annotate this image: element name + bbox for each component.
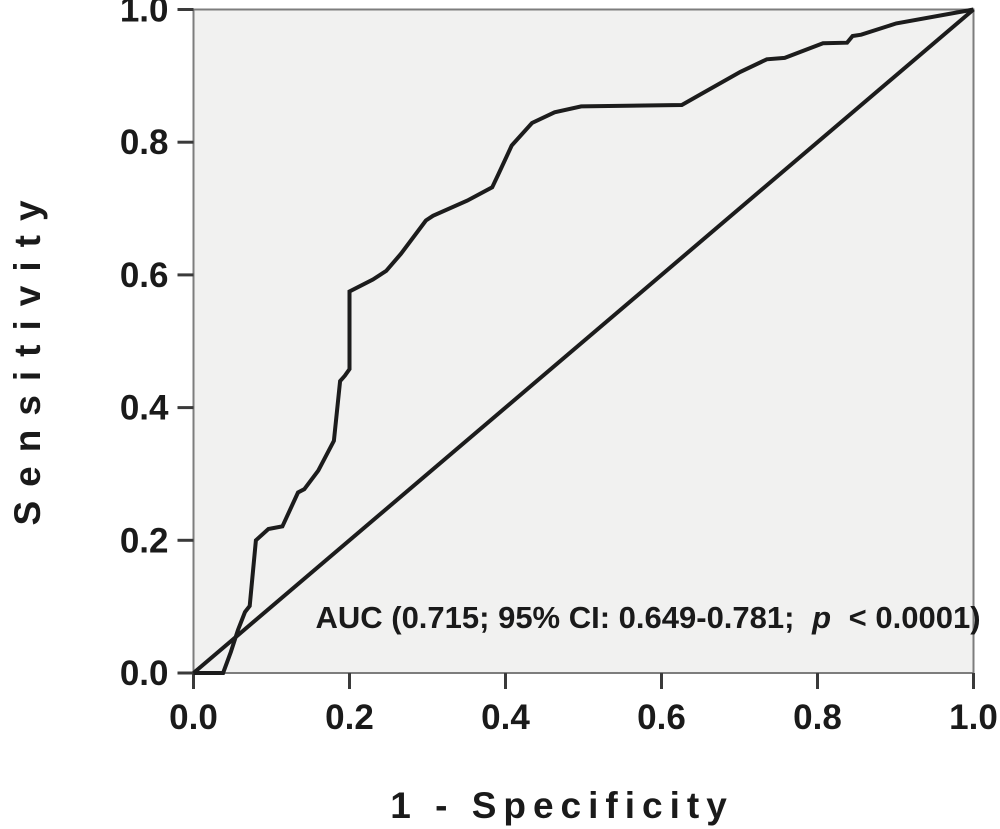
x-axis-ticks: 0.0 0.2 0.4 0.6 0.8 1.0	[169, 673, 998, 737]
y-axis-title: Sensitivity	[7, 186, 48, 525]
auc-annotation-prefix: AUC (0.715; 95% CI: 0.649-0.781;	[315, 600, 794, 635]
auc-annotation-p: p	[811, 600, 831, 635]
y-tick-label: 0.8	[120, 123, 169, 162]
y-tick-label: 0.6	[120, 256, 169, 295]
y-axis-ticks: 0.0 0.2 0.4 0.6 0.8 1.0	[120, 0, 194, 693]
auc-annotation-suffix: < 0.0001)	[849, 600, 981, 635]
x-tick-label: 0.2	[325, 698, 374, 737]
y-tick-label: 0.0	[120, 654, 169, 693]
roc-curve	[193, 7, 974, 675]
y-tick-label: 0.4	[120, 389, 169, 428]
x-axis-title: 1 - Specificity	[390, 785, 734, 826]
x-tick-label: 1.0	[949, 698, 998, 737]
x-tick-label: 0.8	[793, 698, 842, 737]
x-tick-label: 0.4	[481, 698, 530, 737]
x-tick-label: 0.6	[637, 698, 686, 737]
auc-annotation: AUC (0.715; 95% CI: 0.649-0.781; p < 0.0…	[315, 600, 980, 635]
reference-line	[192, 7, 975, 675]
y-tick-label: 1.0	[120, 0, 169, 30]
y-tick-label: 0.2	[120, 521, 169, 560]
x-tick-label: 0.0	[169, 698, 218, 737]
